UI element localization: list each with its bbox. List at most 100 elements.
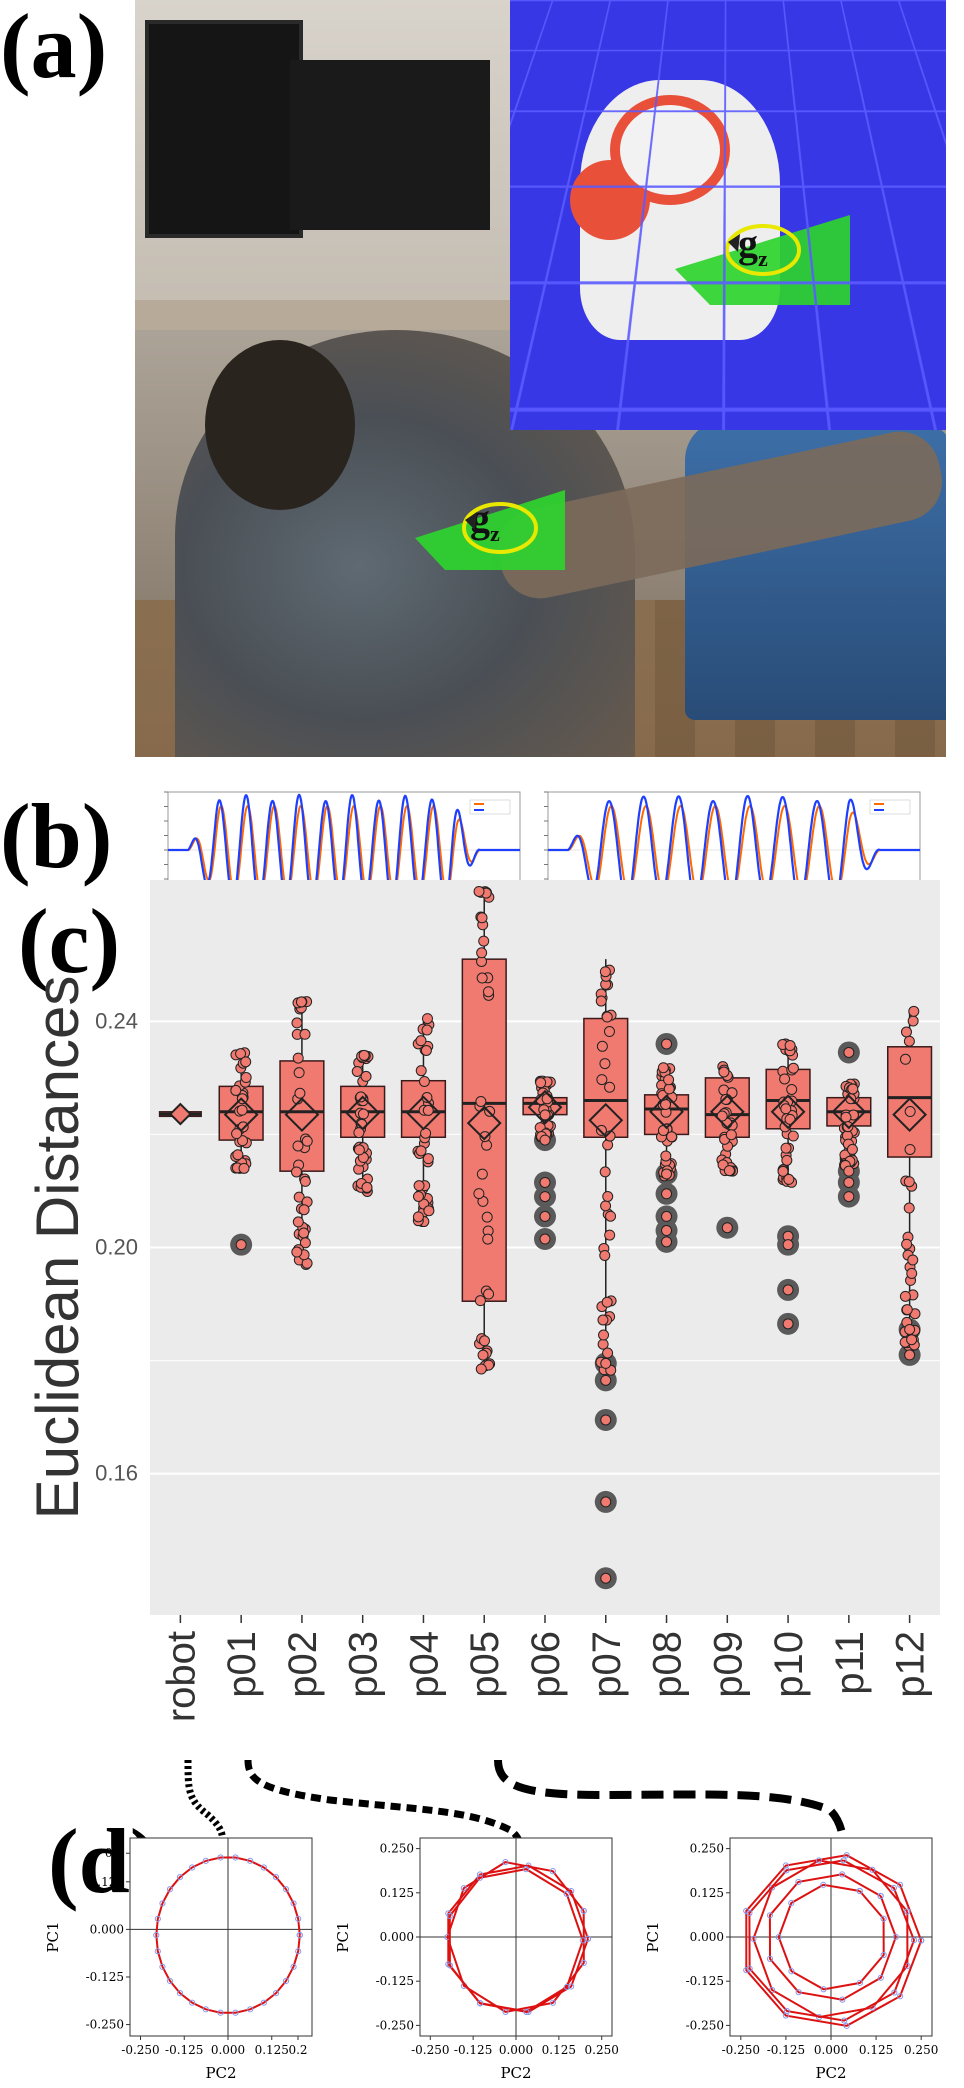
- pca-plot-x-tick-label: 0.125: [255, 2043, 289, 2057]
- boxplot-data-point: [603, 1348, 613, 1358]
- pca-plot-y-tick-label: 0.000: [380, 1930, 414, 1944]
- boxplot-data-point: [416, 1146, 426, 1156]
- pca-plot-y-tick-label: -0.125: [376, 1974, 414, 1988]
- participant-rotation-arrow-icon: [455, 490, 545, 560]
- pca-plot-x-tick-label: 0.000: [814, 2043, 848, 2057]
- boxplot-data-point: [664, 1084, 674, 1094]
- boxplot-data-point: [414, 1181, 424, 1191]
- boxplot-x-tick-label-p02: p02: [281, 1631, 325, 1698]
- boxplot-data-point: [237, 1105, 247, 1115]
- boxplot-data-point: [299, 1205, 309, 1215]
- boxplot-outlier-point: [601, 1358, 611, 1368]
- boxplot-data-point: [302, 1136, 312, 1146]
- boxplot-data-point: [600, 1167, 610, 1177]
- pca-plot-x-tick-label: -0.125: [165, 2043, 203, 2057]
- boxplot-data-point: [780, 1074, 790, 1084]
- boxplot-data-point: [724, 1166, 734, 1176]
- boxplot-data-point: [416, 1036, 426, 1046]
- boxplot-data-point: [905, 1144, 915, 1154]
- photo-monitor-back: [290, 60, 490, 230]
- pca-plot-p01: -0.250 -0.125 0.000 0.125 0.250-0.250-0.1250…: [330, 1830, 630, 2088]
- boxplot-data-point: [904, 1177, 914, 1187]
- boxplot-data-point: [413, 1191, 423, 1201]
- boxplot-data-point: [904, 1036, 914, 1046]
- boxplot-data-point: [477, 948, 487, 958]
- boxplot-outlier-point: [783, 1285, 793, 1295]
- boxplot-data-point: [909, 1006, 919, 1016]
- boxplot-box: [462, 959, 506, 1301]
- boxplot-data-point: [233, 1150, 243, 1160]
- boxplot-data-point: [476, 1364, 486, 1374]
- boxplot-x-tick-label-p10: p10: [767, 1631, 811, 1698]
- boxplot-data-point: [536, 1078, 546, 1088]
- boxplot-outlier-point: [905, 1350, 915, 1360]
- boxplot-data-point: [605, 1082, 615, 1092]
- boxplot-data-point: [292, 1247, 302, 1257]
- boxplot-data-point: [788, 1063, 798, 1073]
- boxplot-data-point: [416, 1066, 426, 1076]
- boxplot-data-point: [661, 1151, 671, 1161]
- boxplot-outlier-point: [783, 1240, 793, 1250]
- boxplot-y-tick-label: 0.16: [95, 1461, 138, 1486]
- boxplot-data-point: [423, 1105, 433, 1115]
- boxplot-x-tick-label-p07: p07: [585, 1631, 629, 1698]
- boxplot-y-tick-label: 0.24: [95, 1008, 138, 1033]
- boxplot-data-point: [658, 1063, 668, 1073]
- boxplot-data-point: [356, 1092, 366, 1102]
- boxplot-outlier-point: [540, 1135, 550, 1145]
- boxplot-data-point: [606, 1211, 616, 1221]
- boxplot-data-point: [597, 1075, 607, 1085]
- boxplot-data-point: [784, 1174, 794, 1184]
- pca-plot-robot: -0.250 -0.125 0.000 0.125 0.2-0.250-0.1250.0…: [40, 1830, 330, 2088]
- pca-plot-x-tick-label: 0.125: [542, 2043, 576, 2057]
- boxplot-outlier-point: [540, 1234, 550, 1244]
- photo-monitor: [145, 20, 303, 238]
- pca-plot-y-tick-label: 0.250: [380, 1842, 414, 1856]
- pca-plot-x-axis-label: PC2: [815, 2064, 846, 2082]
- boxplot-data-point: [477, 913, 487, 923]
- boxplot-outlier-point: [540, 1177, 550, 1187]
- boxplot-outlier-point: [540, 1192, 550, 1202]
- pca-plot-x-tick-label: 0.000: [211, 2043, 245, 2057]
- boxplot-outlier-point: [662, 1039, 672, 1049]
- pca-plot-x-tick-label: 0.125: [859, 2043, 893, 2057]
- pca-plot-y-tick-label: 0.125: [380, 1886, 414, 1900]
- boxplot-data-point: [901, 1027, 911, 1037]
- boxplot-data-point: [847, 1144, 857, 1154]
- boxplot-data-point: [293, 1053, 303, 1063]
- pca-plot-y-tick-label: -0.250: [86, 2018, 124, 2032]
- robot-simulation-view: gz: [510, 0, 946, 430]
- boxplot-data-point: [359, 1050, 369, 1060]
- boxplot-data-point: [484, 1289, 494, 1299]
- robot-rotation-arrow-icon: [718, 212, 808, 282]
- boxplot-data-point: [477, 973, 487, 983]
- boxplot-data-point: [598, 1315, 608, 1325]
- boxplot-outlier-point: [662, 1211, 672, 1221]
- simulated-robot-head: [610, 95, 730, 205]
- pca-plot-x-tick-label: 0.250: [585, 2043, 619, 2057]
- boxplot-data-point: [848, 1084, 858, 1094]
- pca-plot-x-tick-label: -0.250: [411, 2043, 449, 2057]
- boxplot-data-point: [422, 1014, 432, 1024]
- boxplot-x-tick-label-p09: p09: [706, 1631, 750, 1698]
- boxplot-data-point: [480, 1336, 490, 1346]
- boxplot-outlier-point: [662, 1169, 672, 1179]
- boxplot-data-point: [424, 1206, 434, 1216]
- boxplot-data-point: [907, 1335, 917, 1345]
- boxplot-outlier-point: [236, 1240, 246, 1250]
- boxplot-outlier-point: [601, 1375, 611, 1385]
- boxplot-x-tick-label-robot: robot: [159, 1631, 203, 1722]
- boxplot-data-point: [905, 1107, 915, 1117]
- boxplot-outlier-point: [844, 1047, 854, 1057]
- boxplot-data-point: [604, 1027, 614, 1037]
- boxplot-data-point: [358, 1109, 368, 1119]
- pca-plot-y-axis-label: PC1: [334, 1921, 352, 1952]
- boxplot-data-point: [726, 1130, 736, 1140]
- boxplot-data-point: [299, 1228, 309, 1238]
- boxplot-data-point: [361, 1071, 371, 1081]
- boxplot-data-point: [482, 1212, 492, 1222]
- photo-participant-head: [205, 340, 355, 510]
- boxplot-data-point: [605, 1230, 615, 1240]
- pca-plot-x-axis-label: PC2: [500, 2064, 531, 2082]
- boxplot-outlier-point: [844, 1192, 854, 1202]
